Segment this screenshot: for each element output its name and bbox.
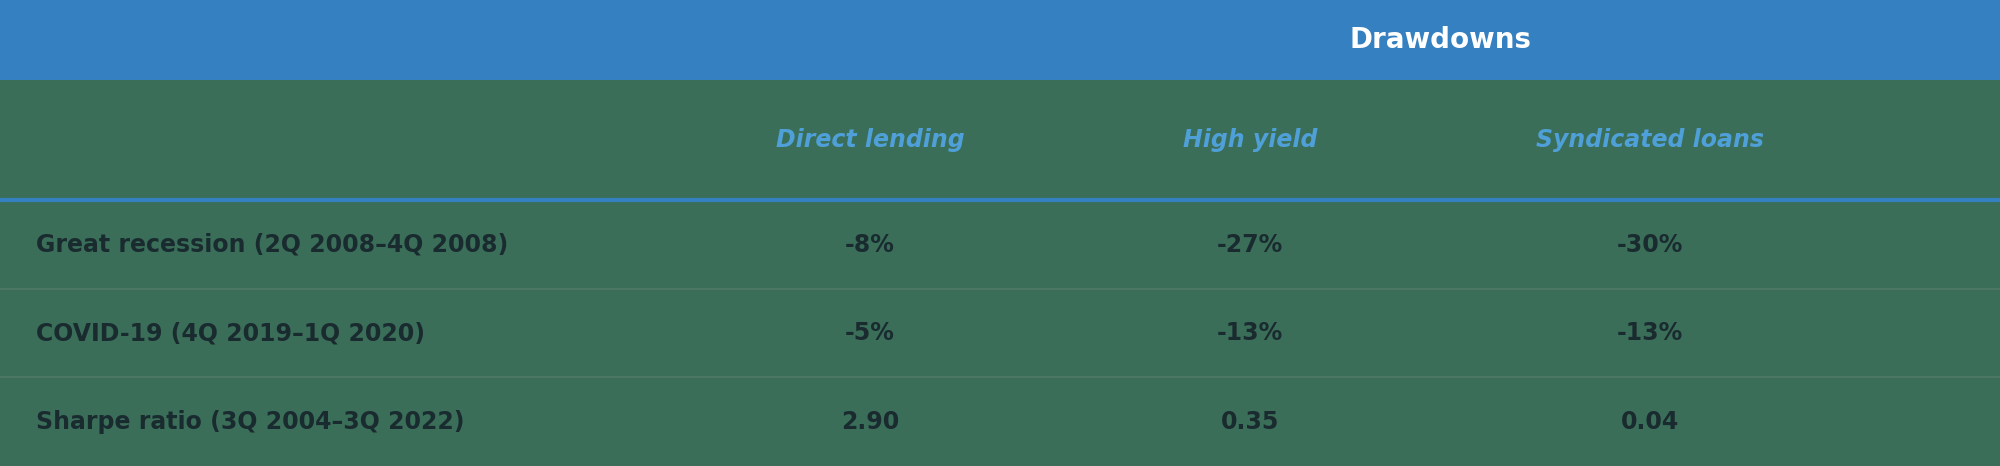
- Text: Syndicated loans: Syndicated loans: [1536, 128, 1764, 152]
- Text: -5%: -5%: [846, 321, 894, 345]
- Text: Sharpe ratio (3Q 2004–3Q 2022): Sharpe ratio (3Q 2004–3Q 2022): [36, 410, 464, 434]
- Text: -8%: -8%: [846, 233, 894, 257]
- Text: Direct lending: Direct lending: [776, 128, 964, 152]
- Text: 0.35: 0.35: [1220, 410, 1280, 434]
- Text: 0.04: 0.04: [1620, 410, 1680, 434]
- Text: Drawdowns: Drawdowns: [1348, 26, 1532, 54]
- Text: -30%: -30%: [1616, 233, 1684, 257]
- Text: 2.90: 2.90: [840, 410, 900, 434]
- Text: -13%: -13%: [1616, 321, 1684, 345]
- Text: -13%: -13%: [1216, 321, 1284, 345]
- Text: High yield: High yield: [1182, 128, 1318, 152]
- Bar: [0, 0, 2000, 80]
- Text: COVID-19 (4Q 2019–1Q 2020): COVID-19 (4Q 2019–1Q 2020): [36, 321, 424, 345]
- Text: Great recession (2Q 2008–4Q 2008): Great recession (2Q 2008–4Q 2008): [36, 233, 508, 257]
- Text: -27%: -27%: [1216, 233, 1284, 257]
